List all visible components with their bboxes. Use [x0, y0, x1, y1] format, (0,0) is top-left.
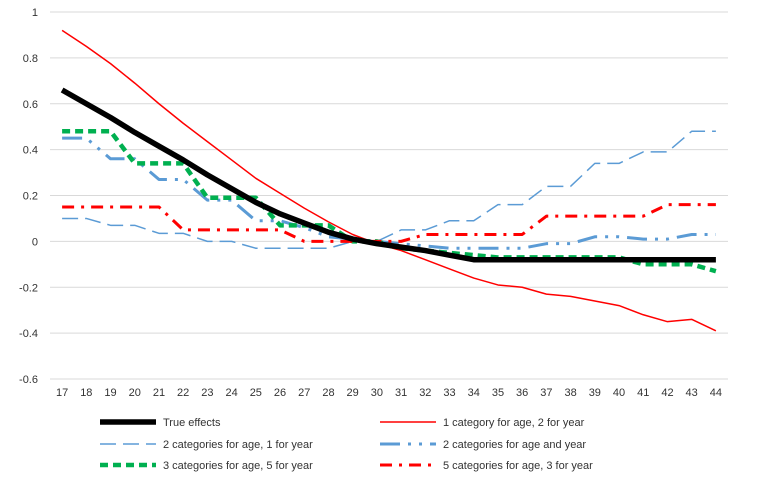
x-tick-label: 36: [516, 387, 528, 399]
x-tick-label: 34: [468, 387, 480, 399]
y-tick-label: 0.2: [23, 191, 38, 203]
legend: True effects 1 category for age, 2 for ye…: [100, 417, 593, 472]
x-tick-label: 25: [250, 387, 262, 399]
series-lines: [60, 29, 717, 332]
x-tick-label: 18: [80, 387, 92, 399]
series-line-6: [62, 203, 716, 243]
y-tick-label: 0.8: [23, 53, 38, 65]
y-tick-label: 0.6: [23, 99, 38, 111]
x-tick-label: 31: [395, 387, 407, 399]
x-tick-label: 43: [686, 387, 698, 399]
y-tick-label: 0: [32, 236, 38, 248]
gridlines: [50, 11, 728, 380]
x-tick-label: 27: [298, 387, 310, 399]
y-tick-label: 0.4: [23, 145, 38, 157]
legend-label-6: 5 categories for age, 3 for year: [443, 460, 593, 472]
x-tick-label: 41: [637, 387, 649, 399]
x-axis: 17 18 19 20 21 22 23 24 25 26 27 28 29 30 31 32 33 34 35 36…: [56, 387, 722, 399]
x-tick-label: 32: [419, 387, 431, 399]
x-tick-label: 30: [371, 387, 383, 399]
series-line-3: [62, 130, 716, 250]
x-tick-label: 17: [56, 387, 68, 399]
x-tick-label: 37: [540, 387, 552, 399]
x-tick-label: 35: [492, 387, 504, 399]
x-tick-label: 44: [710, 387, 722, 399]
y-tick-label: 1: [32, 7, 38, 19]
legend-label-4: 2 categories for age and year: [443, 439, 586, 451]
x-tick-label: 22: [177, 387, 189, 399]
legend-label-1: True effects: [163, 417, 221, 429]
legend-label-3: 2 categories for age, 1 for year: [163, 439, 313, 451]
series-line-5: [62, 129, 717, 274]
series-line-4: [62, 136, 716, 250]
x-tick-label: 29: [347, 387, 359, 399]
y-tick-label: -0.4: [19, 328, 38, 340]
x-tick-label: 21: [153, 387, 165, 399]
x-tick-label: 42: [661, 387, 673, 399]
x-tick-label: 24: [225, 387, 237, 399]
legend-label-5: 3 categories for age, 5 for year: [163, 460, 313, 472]
x-tick-label: 23: [201, 387, 213, 399]
y-tick-label: -0.6: [19, 374, 38, 386]
x-tick-label: 33: [443, 387, 455, 399]
series-line-1: [60, 87, 716, 263]
legend-label-2: 1 category for age, 2 for year: [443, 417, 585, 429]
x-tick-label: 20: [129, 387, 141, 399]
x-tick-label: 38: [564, 387, 576, 399]
x-tick-label: 19: [104, 387, 116, 399]
x-tick-label: 40: [613, 387, 625, 399]
x-tick-label: 28: [322, 387, 334, 399]
y-axis: 1 0.8 0.6 0.4 0.2 0 -0.2 -0.4 -0.6: [19, 7, 38, 386]
x-tick-label: 26: [274, 387, 286, 399]
y-tick-label: -0.2: [19, 282, 38, 294]
x-tick-label: 39: [589, 387, 601, 399]
